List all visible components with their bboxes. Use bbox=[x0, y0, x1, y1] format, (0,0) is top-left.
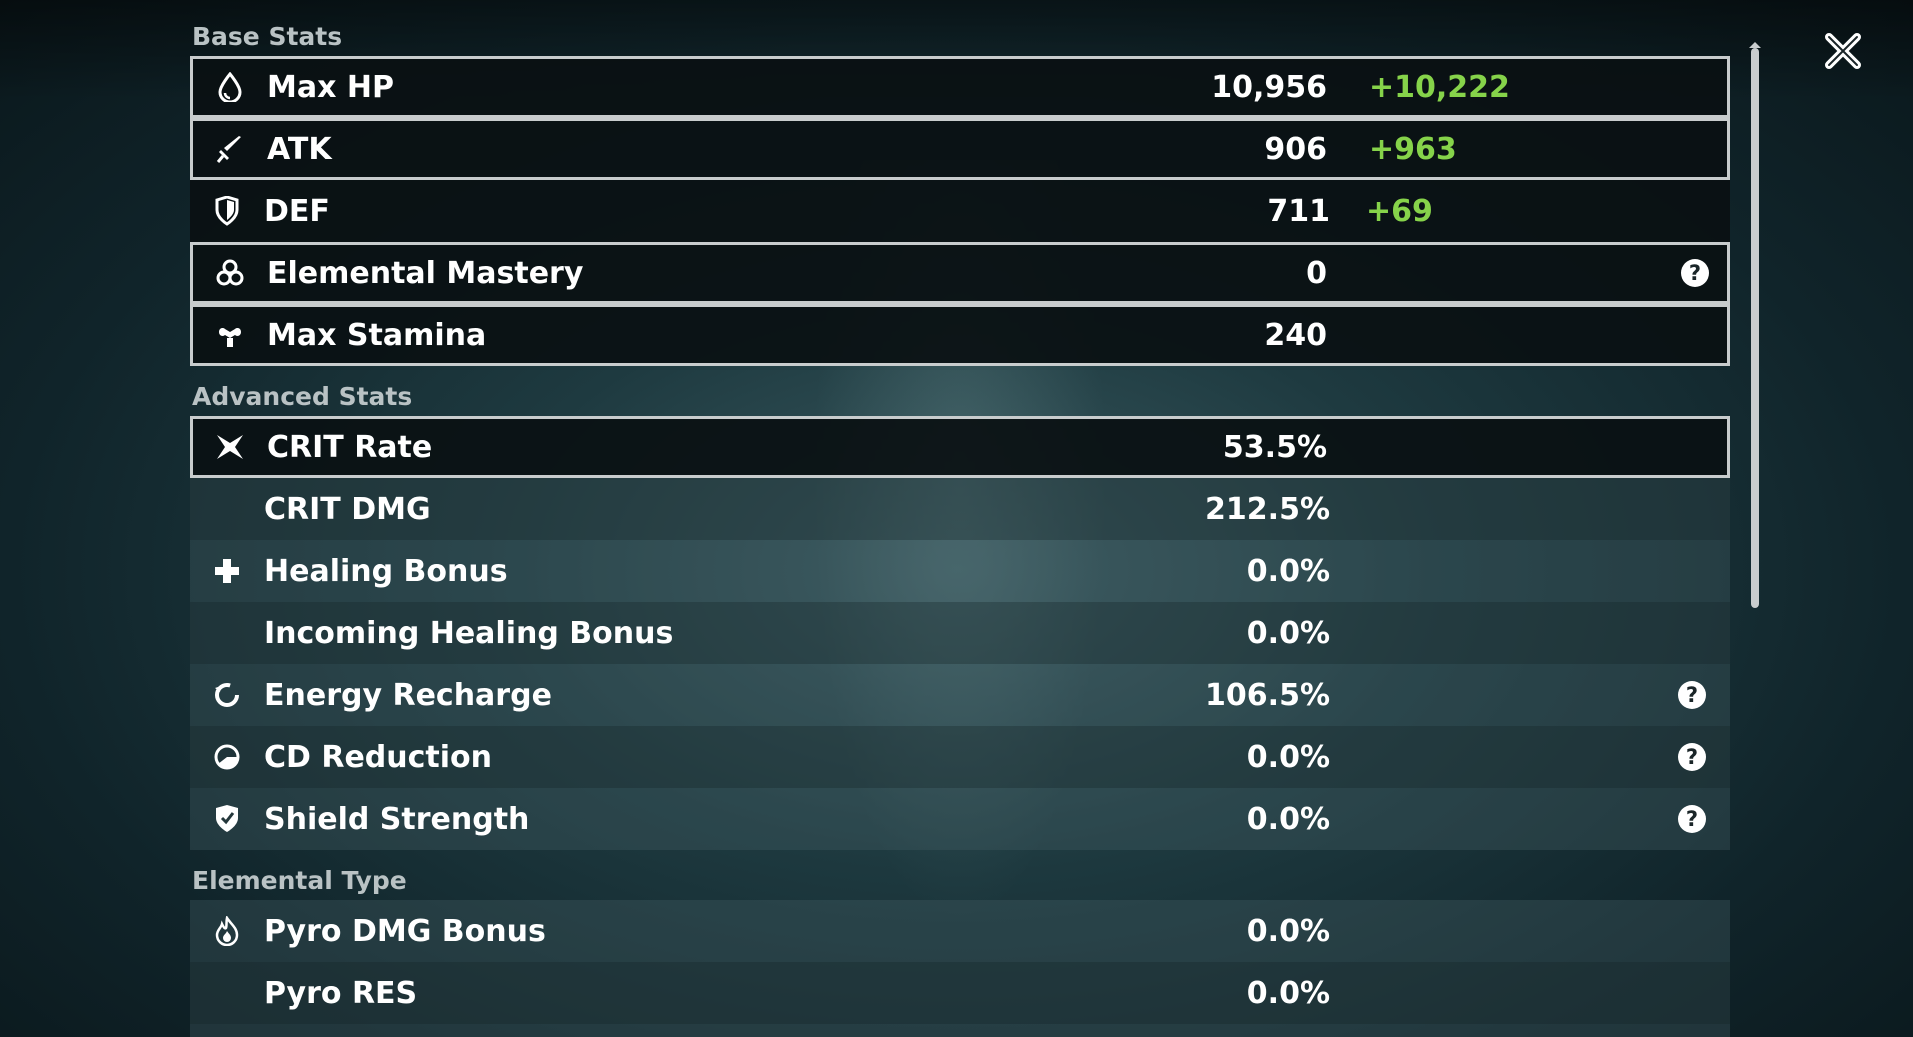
stat-row-elemental-mastery[interactable]: Elemental Mastery 0 ? bbox=[190, 242, 1730, 304]
stat-bonus: +963 bbox=[1369, 131, 1457, 167]
section-title-advanced: Advanced Stats bbox=[192, 382, 413, 411]
shield-icon bbox=[210, 194, 244, 228]
stat-value: 711 bbox=[1267, 193, 1330, 229]
stat-label: CD Reduction bbox=[264, 739, 493, 775]
healing-cross-icon bbox=[210, 554, 244, 588]
stat-row-healing-bonus[interactable]: Healing Bonus 0.0% bbox=[190, 540, 1730, 602]
sword-icon bbox=[213, 132, 247, 166]
stat-value: 0.0% bbox=[1246, 801, 1330, 837]
stat-row-shield-strength[interactable]: Shield Strength 0.0% ? bbox=[190, 788, 1730, 850]
stats-details-panel: Base Stats Max HP 10,956 +10,222 ATK 906… bbox=[190, 20, 1730, 1037]
stat-row-crit-dmg[interactable]: CRIT DMG 212.5% bbox=[190, 478, 1730, 540]
stat-value: 0.0% bbox=[1246, 553, 1330, 589]
scrollbar-up-arrow[interactable] bbox=[1749, 42, 1761, 48]
hp-drop-icon bbox=[213, 70, 247, 104]
stat-row-def[interactable]: DEF 711 +69 bbox=[190, 180, 1730, 242]
stat-value: 212.5% bbox=[1205, 491, 1330, 527]
stat-label: CRIT DMG bbox=[264, 491, 431, 527]
section-title-base: Base Stats bbox=[192, 22, 343, 51]
stat-row-cd-reduction[interactable]: CD Reduction 0.0% ? bbox=[190, 726, 1730, 788]
stat-row-pyro-dmg-bonus[interactable]: Pyro DMG Bonus 0.0% bbox=[190, 900, 1730, 962]
stat-label: Max Stamina bbox=[267, 317, 487, 353]
stat-value: 0.0% bbox=[1246, 975, 1330, 1011]
help-icon[interactable]: ? bbox=[1678, 681, 1706, 709]
stat-value: 0.0% bbox=[1246, 913, 1330, 949]
stat-value: 106.5% bbox=[1205, 677, 1330, 713]
help-icon[interactable]: ? bbox=[1678, 743, 1706, 771]
stat-value: 906 bbox=[1264, 131, 1327, 167]
stat-value: 53.5% bbox=[1222, 429, 1327, 465]
elemental-mastery-icon bbox=[213, 256, 247, 290]
stat-label: Healing Bonus bbox=[264, 553, 508, 589]
stat-label: Incoming Healing Bonus bbox=[264, 615, 674, 651]
stat-bonus: +69 bbox=[1366, 193, 1433, 229]
stat-label: Pyro DMG Bonus bbox=[264, 913, 546, 949]
help-icon[interactable]: ? bbox=[1681, 259, 1709, 287]
cd-reduction-icon bbox=[210, 740, 244, 774]
scrollbar[interactable] bbox=[1751, 48, 1759, 608]
stat-value: 240 bbox=[1264, 317, 1327, 353]
help-icon[interactable]: ? bbox=[1678, 805, 1706, 833]
crit-rate-icon bbox=[213, 430, 247, 464]
stat-label: Elemental Mastery bbox=[267, 255, 584, 291]
shield-strength-icon bbox=[210, 802, 244, 836]
stat-row-crit-rate[interactable]: CRIT Rate 53.5% bbox=[190, 416, 1730, 478]
stamina-icon bbox=[213, 318, 247, 352]
stat-label: Pyro RES bbox=[264, 975, 418, 1011]
stat-row-partial bbox=[190, 1024, 1730, 1037]
stat-label: Shield Strength bbox=[264, 801, 530, 837]
pyro-icon bbox=[210, 914, 244, 948]
stat-row-max-hp[interactable]: Max HP 10,956 +10,222 bbox=[190, 56, 1730, 118]
stat-label: CRIT Rate bbox=[267, 429, 433, 465]
stat-row-atk[interactable]: ATK 906 +963 bbox=[190, 118, 1730, 180]
stat-value: 0 bbox=[1306, 255, 1327, 291]
stat-label: DEF bbox=[264, 193, 330, 229]
stat-value: 0.0% bbox=[1246, 739, 1330, 775]
stat-label: Max HP bbox=[267, 69, 394, 105]
stat-value: 10,956 bbox=[1211, 69, 1327, 105]
section-title-elemental: Elemental Type bbox=[192, 866, 407, 895]
stat-label: ATK bbox=[267, 131, 332, 167]
stat-bonus: +10,222 bbox=[1369, 69, 1510, 105]
stat-value: 0.0% bbox=[1246, 615, 1330, 651]
stat-row-energy-recharge[interactable]: Energy Recharge 106.5% ? bbox=[190, 664, 1730, 726]
close-icon bbox=[1825, 33, 1861, 69]
energy-recharge-icon bbox=[210, 678, 244, 712]
stat-row-incoming-healing-bonus[interactable]: Incoming Healing Bonus 0.0% bbox=[190, 602, 1730, 664]
stat-row-max-stamina[interactable]: Max Stamina 240 bbox=[190, 304, 1730, 366]
close-button[interactable] bbox=[1820, 28, 1866, 74]
stat-label: Energy Recharge bbox=[264, 677, 552, 713]
stat-row-pyro-res[interactable]: Pyro RES 0.0% bbox=[190, 962, 1730, 1024]
